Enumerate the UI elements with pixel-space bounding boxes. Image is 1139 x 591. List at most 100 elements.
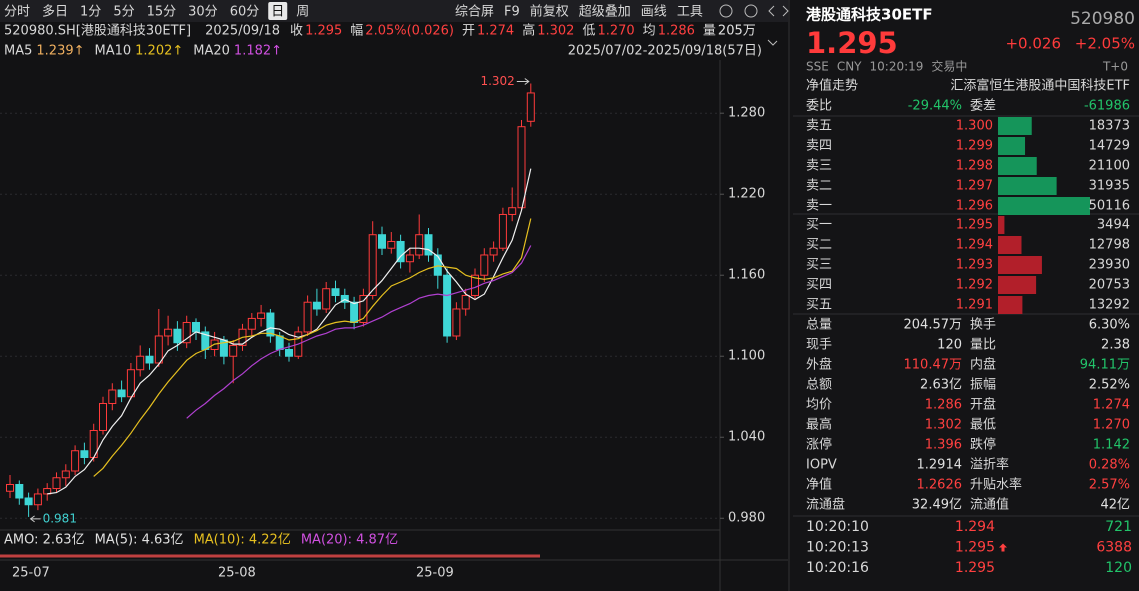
period-tab[interactable]: 15分 bbox=[147, 5, 177, 20]
period-tab[interactable]: 1分 bbox=[80, 5, 101, 20]
candle-body bbox=[461, 294, 470, 310]
candle-body bbox=[312, 301, 321, 310]
tool-button[interactable]: 综合屏 bbox=[455, 5, 494, 20]
stat-label: 开盘 bbox=[970, 397, 996, 413]
stat-value: 1.2626 bbox=[917, 478, 963, 493]
candle-body bbox=[24, 497, 33, 506]
stat-label: IOPV bbox=[806, 458, 837, 473]
tick-time: 10:20:16 bbox=[806, 560, 869, 576]
date-range: 2025/07/02-2025/09/18(57日) bbox=[568, 44, 762, 59]
stat-value: 1.142 bbox=[1093, 438, 1130, 453]
stat-label: 换手 bbox=[970, 318, 996, 333]
stat-value: 94.11万 bbox=[1080, 358, 1130, 373]
stat-label: 流通盘 bbox=[806, 497, 845, 513]
tool-button[interactable]: 超级叠加 bbox=[579, 5, 631, 20]
selected-tab bbox=[268, 2, 288, 20]
info-label: 均 bbox=[643, 24, 656, 39]
y-tick-label: 1.100 bbox=[728, 349, 765, 364]
candle-body bbox=[61, 470, 70, 479]
amo-label: MA(5): 4.63亿 bbox=[95, 533, 184, 548]
candle-body bbox=[6, 483, 14, 492]
ma-label: MA20 bbox=[193, 44, 230, 59]
toolbar-icons[interactable] bbox=[719, 4, 789, 18]
last-price: 1.295 bbox=[806, 26, 898, 60]
stat-value: 2.38 bbox=[1101, 338, 1130, 353]
candle-body bbox=[247, 317, 256, 330]
volume-bar bbox=[998, 276, 1037, 294]
stat-value: 1.270 bbox=[1093, 418, 1130, 433]
book-price: 1.296 bbox=[956, 199, 993, 214]
candle-body bbox=[117, 389, 126, 398]
book-label: 买四 bbox=[806, 278, 832, 293]
dropdown-icon[interactable] bbox=[767, 39, 778, 46]
stat-value: 1.2914 bbox=[917, 458, 963, 473]
book-volume: 13292 bbox=[1089, 298, 1130, 313]
tool-button[interactable]: 前复权 bbox=[530, 4, 569, 20]
target-icon[interactable] bbox=[744, 4, 758, 18]
candle-body bbox=[108, 389, 117, 404]
next-icon[interactable] bbox=[782, 5, 789, 17]
quote-panel-bg bbox=[790, 0, 1139, 591]
volume-bar bbox=[998, 137, 1026, 155]
stat-value: 32.49亿 bbox=[912, 498, 962, 513]
volume-bar bbox=[998, 236, 1022, 254]
candle-body bbox=[378, 234, 386, 249]
candle-body bbox=[33, 493, 42, 506]
ma-line bbox=[186, 245, 532, 419]
period-tab[interactable]: 30分 bbox=[188, 5, 218, 20]
low-arrow bbox=[29, 515, 41, 523]
symbol: 520980.SH[港股通科技30ETF] bbox=[4, 24, 191, 39]
period-tab[interactable]: 60分 bbox=[230, 5, 260, 20]
x-tick-label: 25-09 bbox=[416, 566, 454, 581]
period-tab[interactable]: 5分 bbox=[113, 5, 134, 20]
y-tick-label: 1.160 bbox=[728, 268, 765, 283]
prev-icon[interactable] bbox=[768, 5, 775, 17]
book-label: 卖三 bbox=[806, 159, 832, 174]
tick-volume: 120 bbox=[1105, 560, 1132, 576]
candle-body bbox=[145, 355, 154, 364]
tick-time: 10:20:10 bbox=[806, 519, 869, 535]
book-volume: 12798 bbox=[1089, 238, 1130, 253]
settings-icon[interactable] bbox=[719, 4, 733, 18]
book-volume: 3494 bbox=[1097, 218, 1130, 233]
book-price: 1.300 bbox=[956, 119, 993, 134]
tool-button[interactable]: 工具 bbox=[677, 5, 703, 20]
period-tab[interactable]: 多日 bbox=[42, 4, 68, 20]
candle-body bbox=[443, 274, 452, 337]
high-arrow bbox=[516, 78, 530, 85]
candle-body bbox=[154, 335, 163, 364]
tick-price: 1.295 bbox=[955, 540, 995, 556]
meta: SSE bbox=[806, 60, 829, 74]
stat-label: 量比 bbox=[970, 338, 996, 353]
diff-label: 委差 bbox=[970, 99, 996, 114]
book-label: 买三 bbox=[806, 258, 832, 273]
book-price: 1.298 bbox=[956, 159, 993, 174]
stat-value: 2.57% bbox=[1089, 478, 1130, 493]
period-tab[interactable]: 分时 bbox=[4, 5, 30, 20]
book-price: 1.295 bbox=[956, 218, 993, 233]
tick-time: 10:20:13 bbox=[806, 540, 869, 556]
candle-body bbox=[396, 240, 405, 263]
candle-body bbox=[368, 234, 377, 296]
tool-button[interactable]: 画线 bbox=[641, 5, 667, 20]
period-tab[interactable]: 周 bbox=[296, 5, 309, 20]
tool-button[interactable]: F9 bbox=[504, 5, 520, 20]
book-label: 卖一 bbox=[806, 199, 832, 214]
y-tick-label: 1.040 bbox=[728, 430, 765, 445]
nav-link[interactable]: 净值走势 bbox=[806, 78, 858, 94]
candle-body bbox=[508, 207, 517, 215]
ma-value: 1.239↑ bbox=[36, 44, 84, 59]
stat-label: 溢折率 bbox=[970, 457, 1009, 473]
book-label: 卖五 bbox=[806, 119, 832, 134]
up-arrow bbox=[999, 543, 1007, 552]
period-tab[interactable]: 日 bbox=[271, 5, 284, 20]
info-value: 1.274 bbox=[477, 24, 514, 39]
ma-value: 1.182↑ bbox=[234, 44, 282, 59]
candle-body bbox=[405, 254, 414, 263]
tick-volume: 6388 bbox=[1096, 540, 1132, 556]
stat-value: 110.47万 bbox=[904, 358, 963, 373]
low-annotation: 0.981 bbox=[43, 511, 77, 525]
book-label: 卖四 bbox=[806, 139, 832, 154]
candle-body bbox=[387, 240, 396, 249]
amo-label: MA(10): 4.22亿 bbox=[194, 533, 291, 548]
